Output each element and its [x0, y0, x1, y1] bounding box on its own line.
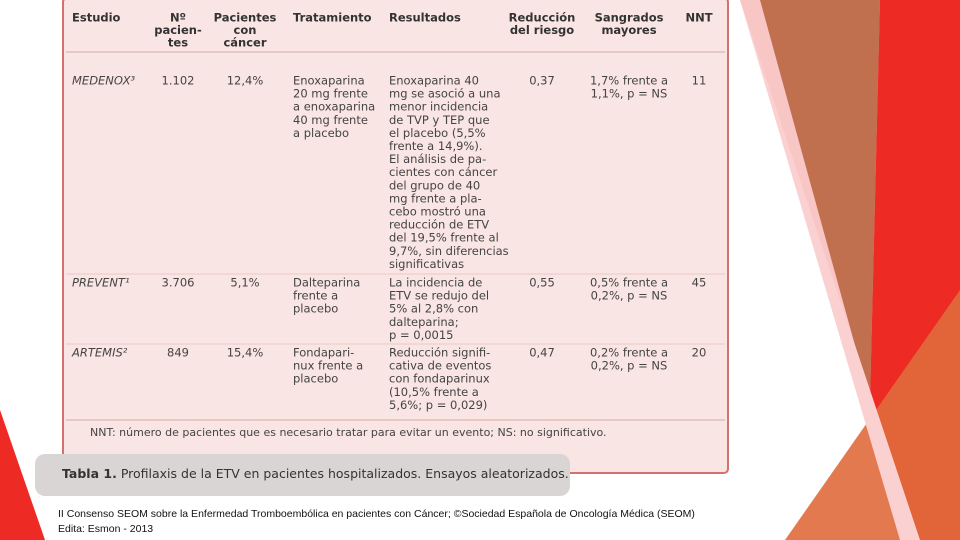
cell: del 19,5% frente al	[389, 231, 499, 245]
header-cell: mayores	[601, 23, 656, 37]
cell: (10,5% frente a	[389, 385, 479, 399]
header-cell: cáncer	[223, 36, 266, 50]
cell: frente a 14,9%).	[389, 139, 483, 153]
caption-text: Profilaxis de la ETV en pacientes hospit…	[121, 466, 569, 481]
cell: Enoxaparina	[293, 74, 365, 88]
header-cell: Reducción	[509, 11, 576, 25]
cell: a placebo	[293, 126, 349, 140]
cell: de TVP y TEP que	[389, 113, 490, 127]
cell: ETV se redujo del	[389, 289, 489, 303]
cell: cebo mostró una	[389, 205, 486, 219]
cell: mg frente a pla-	[389, 191, 482, 205]
cell: significativas	[389, 257, 464, 271]
cell: 3.706	[162, 276, 195, 290]
header-cell: NNT	[685, 11, 712, 25]
caption-box	[35, 454, 570, 496]
cell: 1,7% frente a	[590, 74, 668, 88]
cell: placebo	[293, 302, 338, 316]
cell: 5% al 2,8% con	[389, 302, 478, 316]
cell: con fondaparinux	[389, 372, 490, 386]
cell: 0,47	[529, 346, 555, 360]
cell: menor incidencia	[389, 100, 488, 114]
header-cell: pacien-	[154, 23, 202, 37]
cell: del grupo de 40	[389, 178, 480, 192]
header-cell: Pacientes	[214, 11, 277, 25]
cell: 15,4%	[227, 346, 264, 360]
cell: 5,1%	[230, 276, 259, 290]
cell: Enoxaparina 40	[389, 74, 479, 88]
cell: nux frente a	[293, 359, 363, 373]
header-cell: Estudio	[72, 11, 121, 25]
cell: 40 mg frente	[293, 113, 368, 127]
header-cell: Sangrados	[595, 11, 664, 25]
cell: 0,37	[529, 74, 555, 88]
cell: 1,1%, p = NS	[591, 87, 668, 101]
cell: La incidencia de	[389, 276, 482, 290]
cell: reducción de ETV	[389, 218, 489, 232]
decor	[760, 0, 880, 400]
cell: mg se asoció a una	[389, 87, 501, 101]
cell: el placebo (5,5%	[389, 126, 486, 140]
footer: II Consenso SEOM sobre la Enfermedad Tro…	[58, 508, 695, 520]
cell: cientes con cáncer	[389, 165, 497, 179]
cell: 45	[692, 276, 707, 290]
cell: 0,5% frente a	[590, 276, 668, 290]
decor	[740, 0, 920, 540]
header-cell: Tratamiento	[293, 11, 372, 25]
cell: PREVENT¹	[72, 276, 130, 290]
cell: dalteparina;	[389, 315, 459, 329]
cell: MEDENOX³	[72, 74, 136, 88]
cell: Fondapari-	[293, 346, 354, 360]
cell: frente a	[293, 289, 338, 303]
cell: 0,55	[529, 276, 555, 290]
header-cell: con	[234, 23, 257, 37]
cell: placebo	[293, 372, 338, 386]
cell: 0,2% frente a	[590, 346, 668, 360]
cell: 20 mg frente	[293, 87, 368, 101]
cell: a enoxaparina	[293, 100, 375, 114]
header-cell: Nº	[170, 11, 186, 25]
caption: Tabla 1. Profilaxis de la ETV en pacient…	[62, 466, 569, 481]
cell: 0,2%, p = NS	[591, 359, 668, 373]
caption-label: Tabla 1.	[62, 466, 117, 481]
cell: p = 0,0015	[389, 328, 454, 342]
cell: 0,2%, p = NS	[591, 289, 668, 303]
cell: 849	[167, 346, 189, 360]
cell: 9,7%, sin diferencias	[389, 244, 509, 258]
cell: 1.102	[162, 74, 195, 88]
cell: 5,6%; p = 0,029)	[389, 398, 487, 412]
cell: 12,4%	[227, 74, 264, 88]
cell: Dalteparina	[293, 276, 360, 290]
cell: Reducción signifi-	[389, 346, 490, 360]
cell: 11	[692, 74, 707, 88]
header-cell: Resultados	[389, 11, 461, 25]
header-cell: tes	[168, 36, 188, 50]
decor	[0, 410, 45, 540]
cell: El análisis de pa-	[389, 152, 486, 166]
cell: cativa de eventos	[389, 359, 491, 373]
cell: ARTEMIS²	[71, 346, 128, 360]
footnote: NNT: número de pacientes que es necesari…	[90, 426, 607, 439]
cell: 20	[692, 346, 707, 360]
footer: Edita: Esmon - 2013	[58, 523, 153, 535]
header-cell: del riesgo	[510, 23, 574, 37]
